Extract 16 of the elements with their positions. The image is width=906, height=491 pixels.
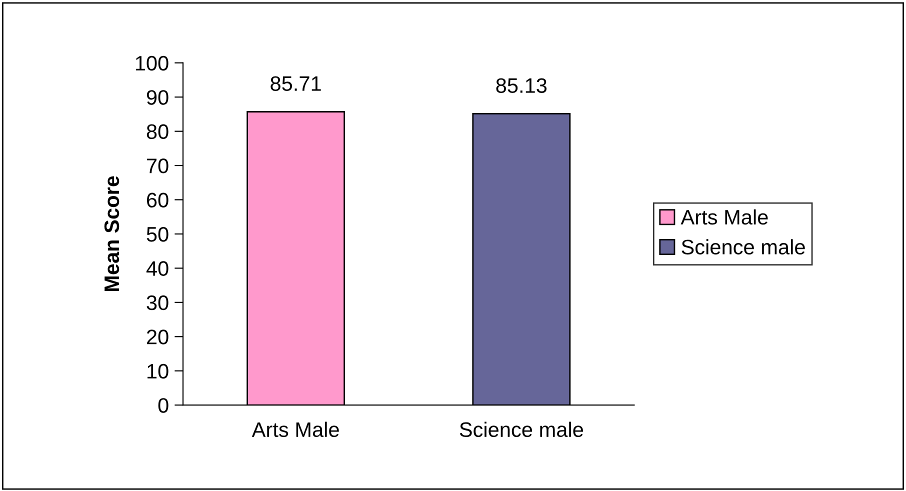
y-tick-label: 70 bbox=[147, 158, 168, 174]
y-axis-title: Mean Score bbox=[104, 176, 120, 292]
y-tick-label: 10 bbox=[148, 364, 168, 379]
y-tick-label: 40 bbox=[146, 261, 168, 276]
y-tick-label: 90 bbox=[146, 90, 168, 105]
y-tick-label: 80 bbox=[146, 124, 168, 140]
y-tick-label: 60 bbox=[147, 192, 168, 208]
y-tick-label: 30 bbox=[146, 295, 168, 310]
data-label: 85.13 bbox=[496, 78, 547, 93]
legend-label: Science male bbox=[682, 239, 805, 254]
y-tick-label: 100 bbox=[136, 56, 168, 71]
y-tick-label: 0 bbox=[158, 398, 168, 413]
data-label: 85.71 bbox=[270, 76, 321, 91]
legend-label: Arts Male bbox=[680, 209, 768, 225]
y-tick-label: 50 bbox=[146, 226, 168, 242]
y-tick-label: 20 bbox=[147, 330, 168, 344]
